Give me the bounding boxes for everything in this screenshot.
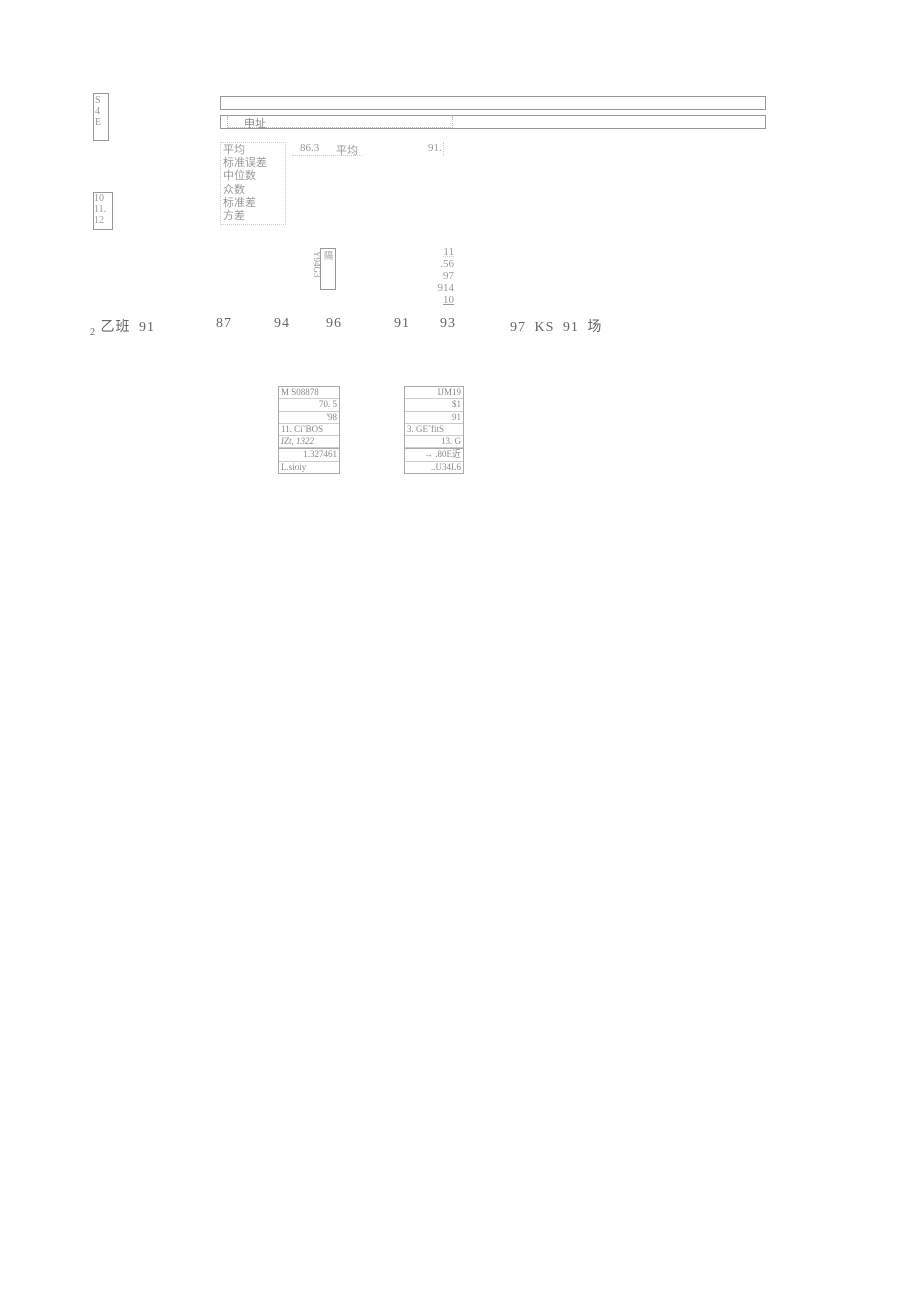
row-tail: 97 KS 91 场 [510,316,602,336]
stat-label: 中位数 [223,170,283,183]
small-box-1: S 4 E [93,93,109,141]
row-n3: 94 [274,316,290,332]
row-n4: 96 [326,316,342,332]
stat-label: 标准误差 [223,157,283,170]
tbl-r-row: ..U34L6 [405,462,463,473]
tbl-l-row: 70. 5 [279,399,339,411]
tbl-r-row: $1 [405,399,463,411]
tbl-r-row: IJM19 [405,387,463,399]
tbl-r-row: 3. GE˜fitS [405,424,463,436]
tbl-l-row: 1.327461 [279,448,339,461]
row-n1: 91 [139,320,155,335]
box2-l2: 11. [94,204,112,215]
tbl-l-row: L.sioiy [279,462,339,473]
row-n6: 93 [440,316,456,332]
row-n8: 91 [563,320,579,335]
tbl-r-row: 91 [405,412,463,424]
num-item: .56 [420,258,454,270]
num-item: 97 [420,270,454,282]
box1-l3: E [95,117,107,128]
num-item: 914 [420,282,454,294]
vbox-l1: 隔 [323,251,333,260]
bottom-table-right: IJM19 $1 91 3. GE˜fitS 13. G → .80E近 ..U… [404,386,464,474]
row-t3: 场 [587,320,602,335]
wide-bar-inner: 申址 [227,116,453,128]
num-item: 10 [420,294,454,306]
tbl-r-row: 13. G [405,436,463,448]
row-n7: 97 [510,320,526,335]
tbl-l-row: M S08878 [279,387,339,399]
wide-bar-top [220,96,766,110]
stats-lbl-mid: 平均 [336,142,358,158]
box1-l1: S [95,95,107,106]
row-n5: 91 [394,316,410,332]
row-prefix: 2 [90,327,96,338]
small-box-2: 10 11. 12 [93,192,113,230]
stat-label: 标准差 [223,197,283,210]
vbox-l2: Y94G3 [312,251,322,278]
stats-val1: 86.3 [300,142,319,154]
wide-bar-label: 申址 [244,115,266,131]
stat-label: 平均 [223,144,283,157]
num-item: 11 [420,246,454,258]
box2-l3: 12 [94,215,112,226]
box1-l2: 4 [95,106,107,117]
stat-label: 方差 [223,210,283,223]
stats-labels-box: 平均 标准误差 中位数 众数 标准差 方差 [220,142,286,225]
vertical-box: 隔 Y94G3 [320,248,336,290]
row-n2: 87 [216,316,232,332]
tbl-l-row: IZt, 1322 [279,436,339,448]
row-t2: KS [535,320,555,335]
tbl-r-row: → .80E近 [405,448,463,461]
tbl-l-row: '98 [279,412,339,424]
number-column: 11 .56 97 914 10 [420,246,454,306]
row-t1: 乙班 [101,320,131,335]
wide-bar-2: 申址 [220,115,766,129]
data-row: 2 乙班 91 [90,316,155,338]
stat-label: 众数 [223,184,283,197]
stats-val2: 91. [428,142,442,154]
tbl-l-row: 11. Ci˜BOS [279,424,339,436]
box2-l1: 10 [94,193,112,204]
bottom-table-left: M S08878 70. 5 '98 11. Ci˜BOS IZt, 1322 … [278,386,340,474]
